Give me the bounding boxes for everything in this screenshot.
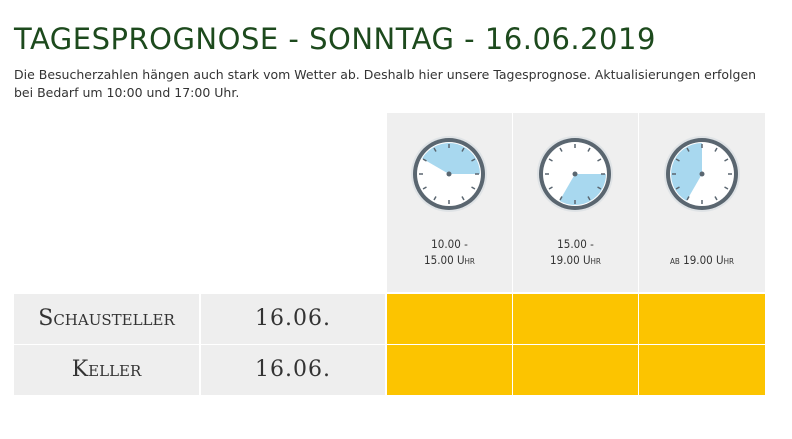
row-name-keller: Keller xyxy=(14,345,199,395)
clock-icon xyxy=(537,136,613,212)
forecast-cell xyxy=(639,345,765,395)
row-date: 16.06. xyxy=(201,294,385,344)
slot-header-1: 10.00 - 15.00 Uhr xyxy=(387,113,512,292)
forecast-cell xyxy=(387,345,512,395)
row-name-schausteller: Schausteller xyxy=(14,294,199,344)
slot-label-line2: ab 19.00 Uhr xyxy=(669,253,735,267)
clock-sector xyxy=(671,143,702,201)
slot-header-2: 15.00 - 19.00 Uhr xyxy=(513,113,638,292)
forecast-table: 10.00 - 15.00 Uhr 15.00 - 19.00 Uhr ab 1… xyxy=(14,113,765,395)
clock-icon xyxy=(664,136,740,212)
slot-header-3: ab 19.00 Uhr xyxy=(639,113,765,292)
forecast-cell xyxy=(513,294,638,344)
page-title: TAGESPROGNOSE - SONNTAG - 16.06.2019 xyxy=(14,22,656,56)
forecast-cell xyxy=(639,294,765,344)
slot-label-line1: 15.00 - xyxy=(557,237,594,251)
forecast-cell xyxy=(387,294,512,344)
clock-sector xyxy=(559,174,606,205)
clock-sector xyxy=(422,143,480,174)
row-date: 16.06. xyxy=(201,345,385,395)
slot-label-line2: 15.00 Uhr xyxy=(424,253,475,267)
intro-text: Die Besucherzahlen hängen auch stark vom… xyxy=(14,67,757,100)
slot-label-line1: 10.00 - xyxy=(431,237,468,251)
clock-icon xyxy=(411,136,487,212)
slot-label-line2: 19.00 Uhr xyxy=(550,253,601,267)
forecast-cell xyxy=(513,345,638,395)
header-empty xyxy=(14,113,386,292)
